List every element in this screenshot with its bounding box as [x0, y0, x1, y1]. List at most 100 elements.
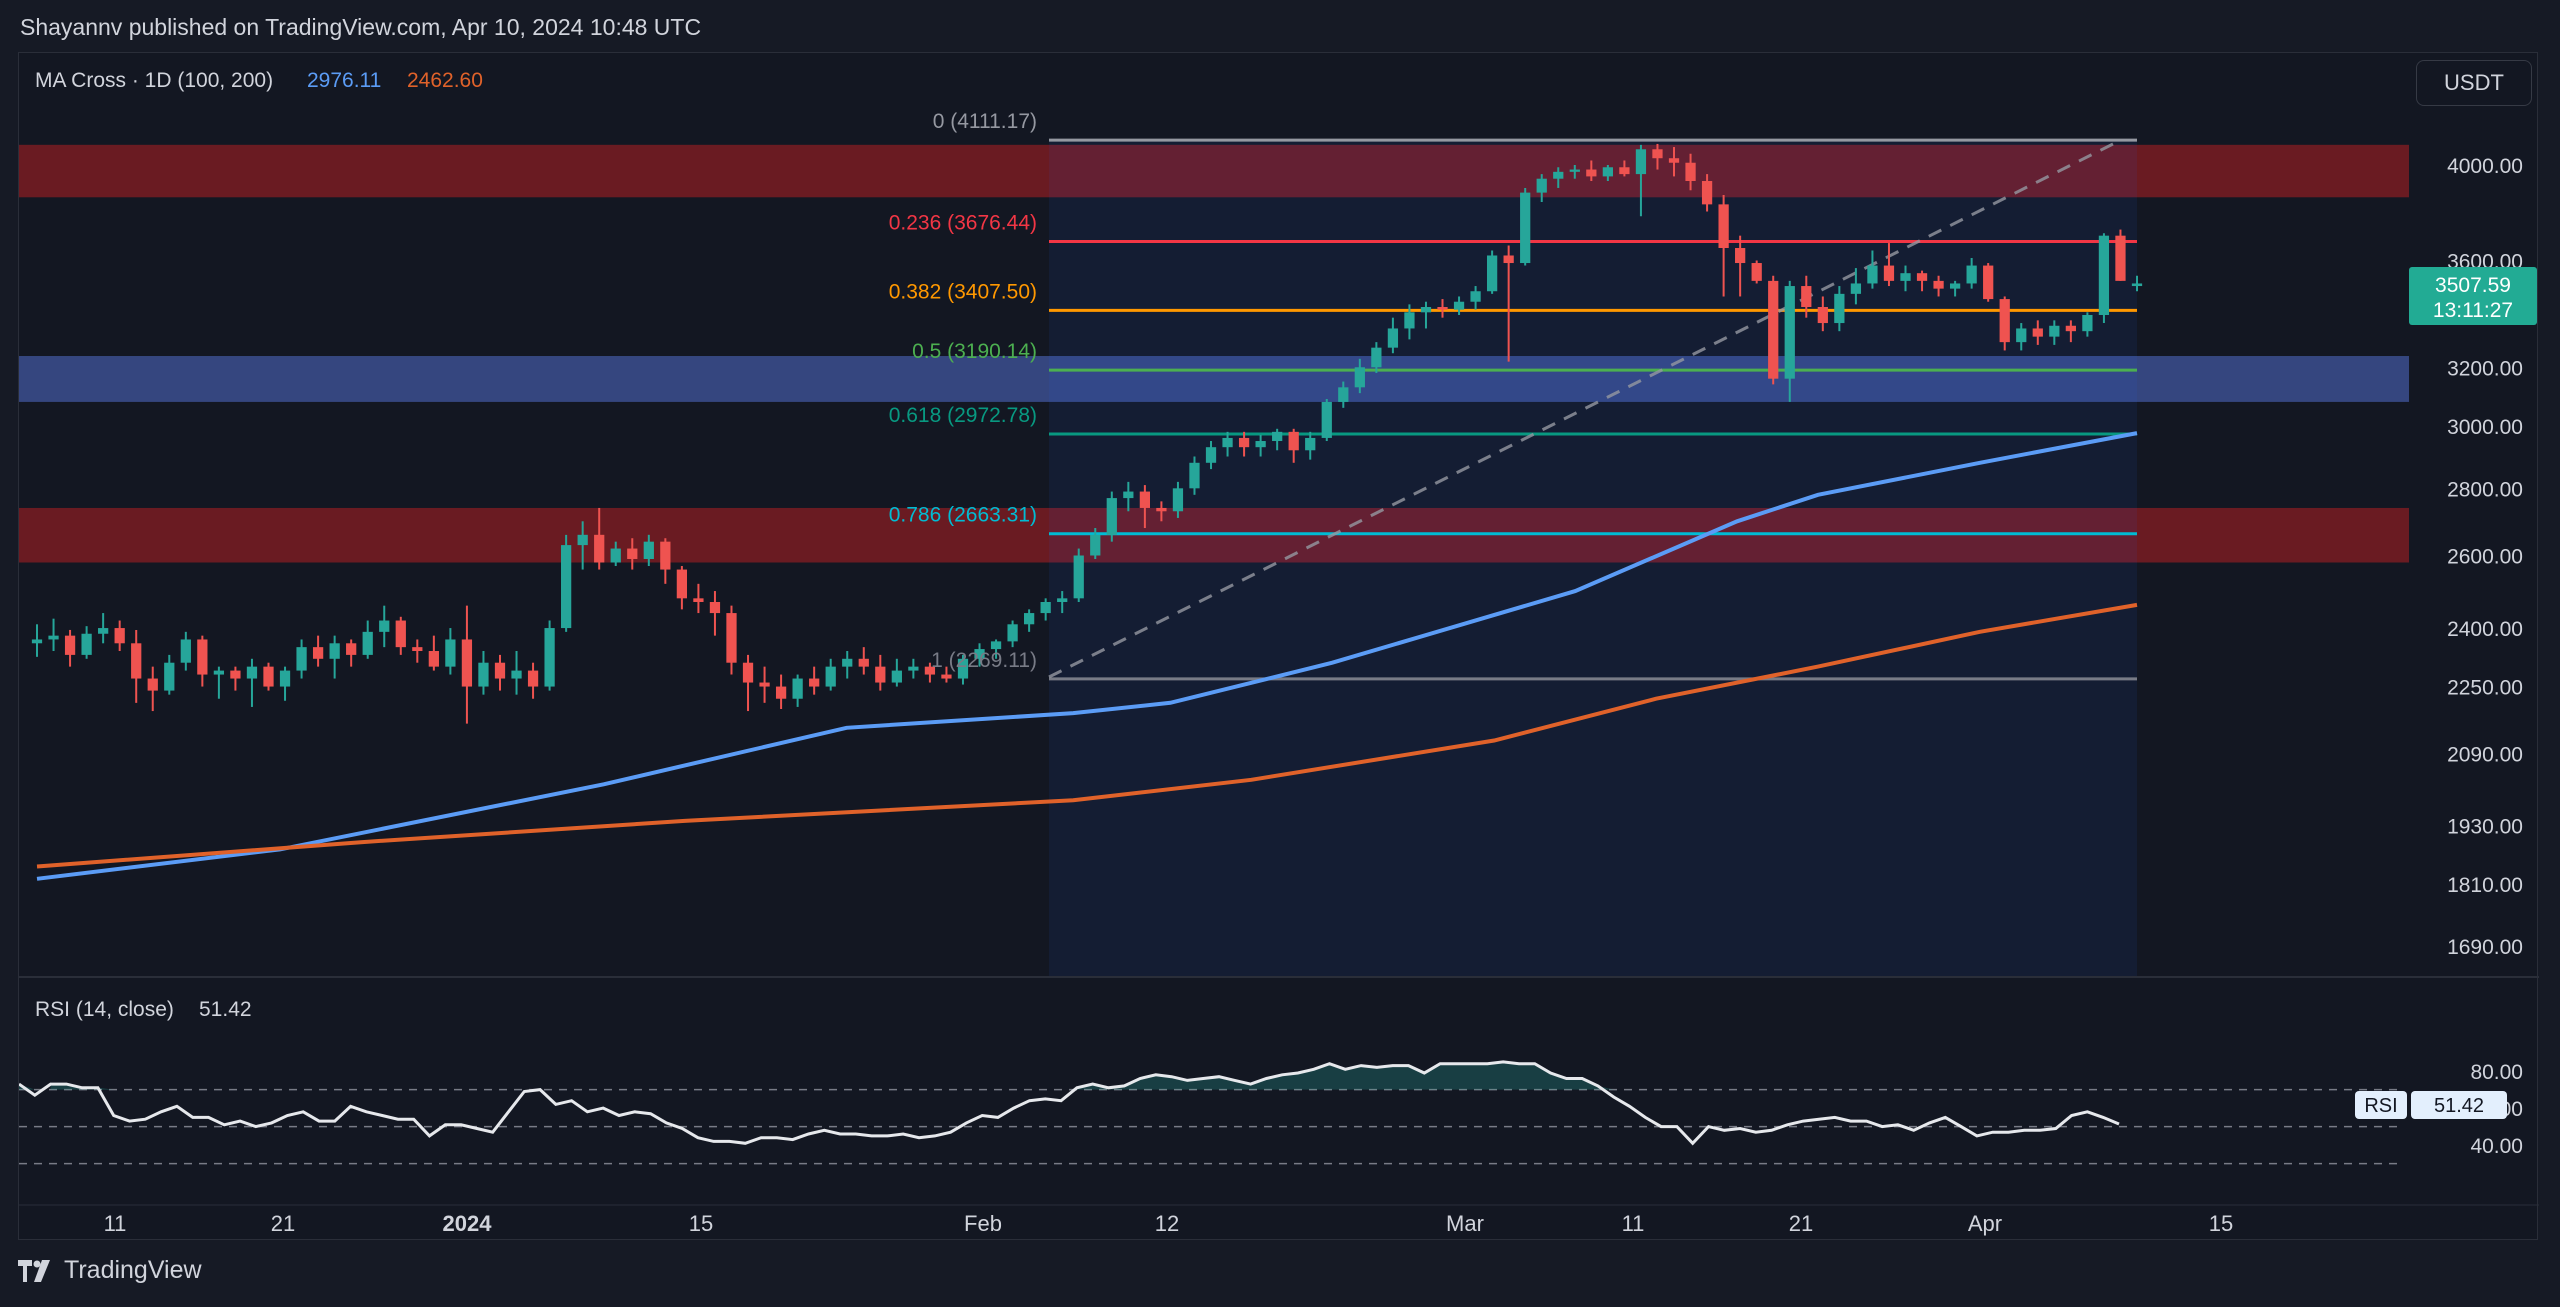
time-tick-label: Apr	[1968, 1211, 2002, 1236]
chart-frame[interactable]: 4000.00 3600.00 3200.00 3000.00 2800.00 2600.…	[18, 52, 2539, 1241]
candle-body	[726, 613, 737, 663]
candle-body	[1420, 307, 1432, 313]
candle-body	[147, 678, 158, 691]
candle-body	[610, 548, 621, 563]
ma100-legend-value: 2976.11	[307, 69, 381, 92]
zone-resistance-top	[19, 144, 2409, 198]
candle-body	[1602, 167, 1613, 177]
candle-body	[676, 569, 688, 599]
candle-body	[312, 647, 324, 659]
candle-body	[1916, 273, 1928, 281]
time-tick-label: 11	[1622, 1211, 1645, 1236]
candle-body	[478, 662, 489, 687]
candle-body	[1123, 491, 1134, 499]
candle-body	[825, 666, 836, 687]
candle-body	[296, 647, 307, 671]
candle-body	[1305, 437, 1316, 451]
candle-body	[594, 534, 605, 563]
candle-body	[379, 620, 390, 632]
candle-body	[1486, 255, 1498, 292]
candle-body	[775, 686, 787, 699]
price-tick-label: 2800.00	[2447, 478, 2523, 501]
candle-body	[1668, 158, 1680, 163]
price-tick-label: 1810.00	[2447, 874, 2523, 897]
candle-body	[809, 678, 820, 687]
fib-level-label: 0 (4111.17)	[933, 110, 1037, 133]
rsi-legend-value: 51.42	[199, 998, 252, 1021]
fib-level-label: 0.5 (3190.14)	[912, 340, 1037, 363]
candle-body	[2115, 235, 2126, 281]
candle-body	[48, 635, 59, 640]
tradingview-logo-icon	[18, 1259, 50, 1282]
time-tick-label: Mar	[1446, 1211, 1484, 1236]
candle-body	[1883, 265, 1895, 281]
candle-body	[1024, 613, 1035, 625]
candle-body	[792, 678, 803, 699]
candle-body	[1222, 437, 1233, 448]
candle-body	[1718, 204, 1729, 249]
candle-body	[461, 639, 473, 687]
price-tick-label: 2090.00	[2447, 743, 2523, 766]
candle-body	[1966, 265, 1977, 284]
rsi-badge-label: RSI	[2364, 1095, 2397, 1117]
price-tick-label: 3000.00	[2447, 416, 2523, 439]
candle-body	[1321, 401, 1332, 438]
candle-body	[213, 670, 225, 675]
price-tick-label: 3200.00	[2447, 357, 2523, 380]
candle-body	[974, 649, 985, 659]
candle-body	[2032, 328, 2043, 337]
candle-body	[1817, 307, 1828, 324]
price-tick-label: 1690.00	[2447, 936, 2523, 959]
fib-level-label: 0.382 (3407.50)	[889, 280, 1037, 303]
candle-body	[1536, 178, 1547, 193]
candle-body	[660, 541, 671, 570]
candle-body	[246, 666, 258, 679]
candle-body	[2016, 328, 2027, 343]
candle-body	[2131, 283, 2143, 287]
price-chart[interactable]: 4000.003600.003200.003000.002800.002600.…	[18, 53, 2539, 1241]
candle-body	[544, 628, 555, 687]
rsi-legend-title: RSI (14, close)	[35, 998, 174, 1021]
rsi-line	[18, 1060, 2120, 1146]
ma200-legend-value: 2462.60	[407, 69, 483, 92]
candle-body	[858, 658, 869, 667]
candle-body	[1635, 149, 1647, 175]
candle-body	[1437, 307, 1448, 310]
candle-body	[1205, 447, 1217, 463]
fib-level-label: 0.786 (2663.31)	[889, 504, 1037, 527]
footer-branding: TradingView	[18, 1256, 202, 1285]
candle-body	[494, 662, 506, 679]
fib-level-label: 0.618 (2972.78)	[889, 404, 1037, 427]
candle-body	[1040, 601, 1051, 614]
candle-body	[1999, 299, 2010, 343]
candle-body	[2082, 314, 2093, 332]
candle-body	[445, 639, 456, 667]
ma100-line	[36, 431, 2138, 881]
candle-body	[1073, 555, 1084, 599]
candle-body	[1255, 441, 1266, 448]
candle-body	[1784, 286, 1795, 379]
time-tick-label: 2024	[443, 1211, 493, 1236]
candle-body	[64, 635, 76, 655]
candle-body	[1520, 192, 1531, 264]
candle-body	[1569, 169, 1580, 172]
publisher-caption: Shayannv published on TradingView.com, A…	[20, 14, 702, 40]
candle-body	[1701, 181, 1713, 205]
time-tick-label: 21	[271, 1211, 295, 1236]
candle-body	[1172, 488, 1184, 512]
current-price-badge: 3507.59 13:11:27	[2409, 267, 2537, 325]
candle-body	[131, 643, 142, 679]
candle-body	[263, 666, 274, 687]
candle-body	[941, 674, 952, 679]
ma200-line	[36, 602, 2138, 869]
candle-body	[346, 643, 357, 655]
rsi-badge-value: 51.42	[2434, 1095, 2484, 1117]
rsi-badge: RSI 51.42	[2355, 1091, 2507, 1119]
candle-body	[1768, 280, 1779, 379]
rsi-tick-label: 40.00	[2470, 1135, 2523, 1158]
candle-body	[1057, 598, 1068, 602]
currency-button[interactable]: USDT	[2416, 60, 2532, 106]
candle-body	[1371, 347, 1382, 368]
candle-body	[2065, 325, 2076, 332]
candle-body	[1619, 167, 1630, 175]
